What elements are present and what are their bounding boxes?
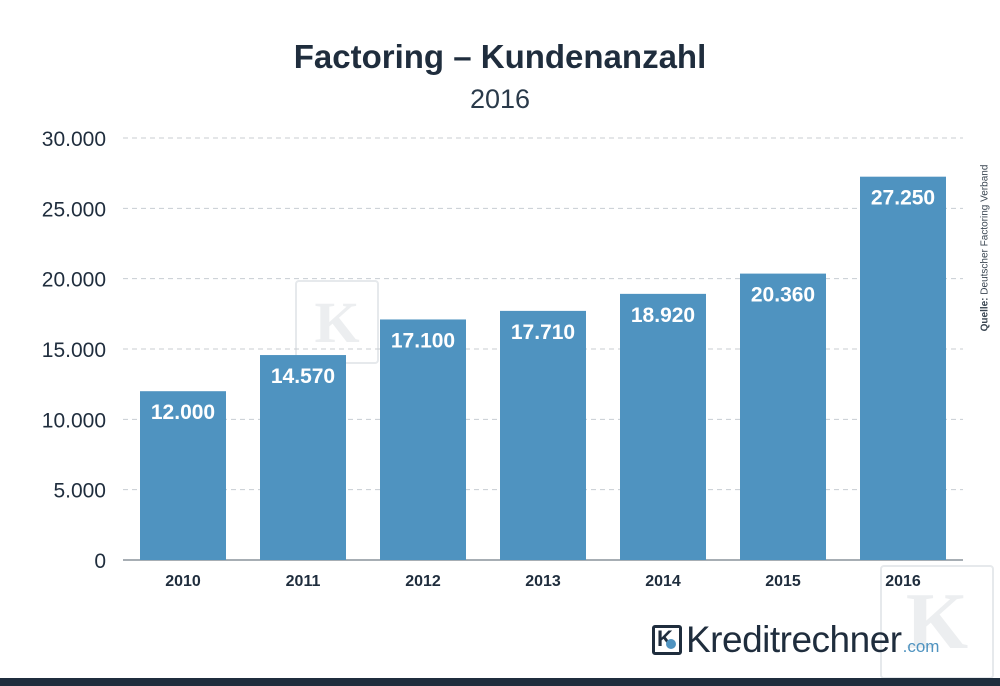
bar-value-label: 20.360	[751, 284, 815, 307]
y-tick-label: 20.000	[42, 269, 106, 292]
x-tick-label: 2015	[765, 573, 801, 590]
chart-subtitle: 2016	[469, 84, 531, 114]
bar	[500, 310, 586, 560]
bar-value-label: 17.710	[511, 321, 575, 344]
y-tick-label: 5.000	[53, 480, 106, 503]
y-tick-label: 15.000	[42, 339, 106, 362]
x-tick-label: 2016	[885, 573, 921, 590]
logo-domain: .com	[902, 637, 940, 656]
bar-value-label: 14.570	[271, 365, 335, 388]
bar	[260, 355, 346, 560]
x-tick-label: 2014	[645, 573, 681, 590]
bar-value-label: 12.000	[151, 401, 215, 424]
x-tick-label: 2013	[525, 573, 561, 590]
logo-icon: K	[652, 625, 682, 655]
chart-title: Factoring – Kundenanzahl	[293, 38, 707, 75]
y-tick-label: 30.000	[42, 128, 106, 151]
brand-logo[interactable]: K Kreditrechner .com	[652, 618, 939, 662]
y-tick-label: 0	[94, 550, 106, 573]
bar-value-label: 27.250	[871, 187, 935, 210]
source-text: Deutscher Factoring Verband	[979, 164, 991, 295]
x-tick-label: 2011	[286, 573, 321, 590]
x-tick-label: 2012	[405, 573, 441, 590]
bar-value-label: 18.920	[631, 304, 695, 327]
y-tick-label: 25.000	[42, 198, 106, 221]
bar	[740, 273, 826, 560]
x-tick-label: 2010	[165, 573, 201, 590]
bar	[140, 391, 226, 560]
logo-text: Kreditrechner	[686, 619, 902, 660]
bar-value-label: 17.100	[391, 329, 455, 352]
bar	[620, 293, 706, 560]
watermark-logo: K	[295, 280, 379, 364]
y-tick-label: 10.000	[42, 409, 106, 432]
source-note: Quelle: Deutscher Factoring Verband	[980, 165, 991, 332]
source-label: Quelle:	[979, 297, 991, 332]
bar	[380, 319, 466, 560]
footer-bar	[0, 678, 1000, 686]
bar	[860, 176, 946, 560]
